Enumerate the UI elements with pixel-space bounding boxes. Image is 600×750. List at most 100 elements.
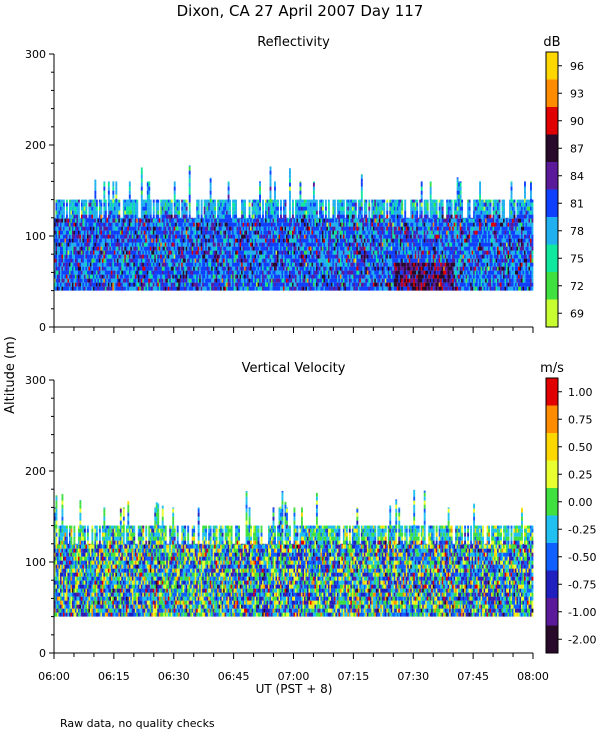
data-cell [251,222,254,227]
data-cell [335,286,338,291]
data-cell [157,242,160,247]
data-cell [65,246,68,251]
data-cell [127,218,130,223]
data-cell [377,226,380,231]
data-cell [333,230,336,235]
data-cell [158,246,161,251]
data-cell [311,226,314,231]
data-cell [281,230,284,235]
data-cell [161,250,164,255]
data-cell [116,258,119,263]
data-cell [152,226,155,231]
data-cell [265,226,267,231]
data-cell [277,246,279,251]
data-cell [167,250,170,255]
data-cell [70,222,73,227]
data-cell [256,214,258,219]
data-cell [318,266,321,271]
data-cell [365,230,368,235]
data-cell [311,266,314,271]
data-cell [79,286,82,291]
data-cell [115,186,118,191]
data-cell [154,226,157,231]
data-cell [148,286,151,291]
data-cell [326,266,329,271]
data-cell [296,282,299,287]
data-cell [300,278,303,283]
data-cell [68,226,71,231]
data-cell [91,278,94,283]
data-cell [95,286,98,291]
data-cell [104,254,107,259]
data-cell [71,246,74,251]
data-cell [295,234,297,239]
data-cell [350,262,353,267]
data-cell [113,274,116,279]
data-cell [302,202,305,207]
data-cell [172,262,175,267]
data-cell [332,199,335,203]
data-cell [266,218,269,223]
data-cell [113,210,116,215]
data-cell [134,270,137,275]
data-cell [188,202,191,207]
data-cell [176,262,179,267]
data-cell [299,206,302,211]
data-cell [314,266,317,271]
data-cell [145,214,148,219]
data-cell [206,242,209,247]
data-cell [232,218,235,223]
data-cell [74,250,77,255]
data-cell [91,230,94,235]
data-cell [89,206,92,211]
data-cell [110,199,113,203]
data-cell [80,266,83,271]
data-cell [377,210,380,215]
data-cell [193,238,196,243]
data-cell [263,218,266,223]
data-cell [217,270,220,275]
data-cell [211,206,214,211]
data-cell [317,217,320,219]
data-cell [143,250,146,255]
data-cell [374,262,377,267]
data-cell [218,246,221,251]
data-cell [100,214,103,219]
data-cell [354,230,357,235]
data-cell [115,266,118,271]
data-cell [89,250,92,255]
data-cell [83,254,86,259]
data-cell [271,246,273,251]
data-cell [356,274,359,279]
data-cell [127,214,130,219]
data-cell [311,206,314,211]
data-cell [320,246,323,251]
data-cell [268,262,270,267]
data-cell [185,278,188,283]
data-cell [94,198,97,203]
data-cell [128,242,131,247]
data-cell [199,238,202,243]
data-cell [336,274,339,279]
data-cell [254,262,257,267]
data-cell [158,270,161,275]
data-cell [160,274,163,279]
data-cell [113,238,116,243]
data-cell [220,210,223,215]
data-cell [95,242,98,247]
data-cell [233,226,236,231]
data-cell [218,258,221,263]
data-cell [208,286,211,291]
data-cell [58,238,61,243]
data-cell [239,286,242,291]
data-cell [194,246,197,251]
data-cell [116,250,119,255]
data-cell [209,266,212,271]
data-cell [181,230,184,235]
data-cell [67,230,70,235]
data-cell [260,226,263,231]
data-cell [196,286,199,291]
data-cell [88,218,91,223]
data-cell [239,254,242,259]
data-cell [341,254,344,259]
